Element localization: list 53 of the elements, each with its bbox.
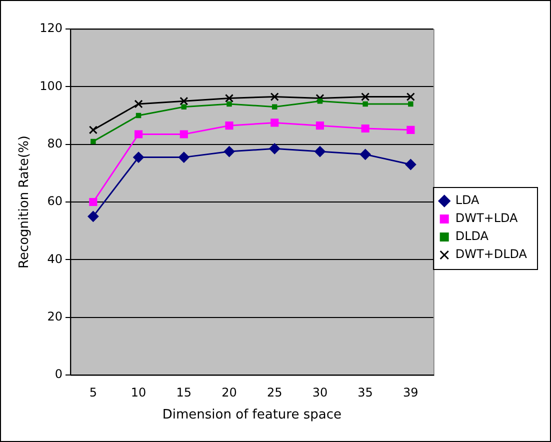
x-tick-label: 39	[403, 385, 418, 400]
point	[406, 126, 415, 134]
point	[360, 148, 371, 160]
y-tick-label: 120	[40, 21, 63, 36]
point	[224, 94, 234, 102]
legend-label: DLDA	[455, 229, 490, 244]
point	[405, 159, 416, 170]
y-tick-label: 100	[40, 78, 63, 93]
point	[361, 92, 370, 102]
point	[316, 94, 324, 102]
y-tick-label: 0	[54, 367, 63, 382]
point	[314, 146, 326, 158]
x-tick-label: 20	[222, 385, 237, 400]
y-tick-label: 60	[47, 194, 63, 208]
x-tick-label: 15	[176, 385, 192, 400]
point	[180, 96, 188, 106]
point	[134, 130, 143, 138]
point	[90, 138, 96, 144]
point	[224, 146, 235, 158]
point	[180, 130, 188, 138]
x-axis-title: Dimension of feature space	[162, 408, 342, 423]
x-tick-label: 10	[130, 385, 146, 400]
point	[181, 104, 187, 110]
point	[270, 92, 279, 102]
y-tick-label: 80	[47, 136, 63, 150]
y-tick-label: 20	[47, 309, 63, 324]
x-tick-label: 5	[89, 385, 97, 400]
point	[362, 101, 368, 107]
point	[225, 122, 234, 130]
point	[88, 126, 98, 134]
point	[408, 101, 414, 107]
x-tick-label: 25	[266, 385, 282, 400]
point	[136, 112, 142, 118]
point	[316, 122, 324, 130]
point	[134, 100, 143, 108]
point	[269, 143, 280, 154]
point	[133, 152, 144, 163]
point	[361, 124, 370, 133]
point	[226, 101, 232, 107]
point	[317, 98, 323, 104]
x-tick-label: 35	[358, 385, 373, 400]
point	[406, 92, 415, 102]
y-tick-label: 40	[47, 252, 63, 266]
point	[88, 210, 99, 222]
y-axis-title: Recognition Rate(%)	[17, 136, 32, 268]
legend-label: LDA	[455, 193, 480, 208]
point	[89, 198, 98, 206]
legend-label: DWT+DLDA	[455, 247, 528, 262]
point	[272, 104, 278, 110]
x-tick-label: 30	[312, 385, 328, 400]
point	[270, 118, 279, 127]
point	[178, 152, 190, 163]
legend-label: DWT+LDA	[455, 211, 519, 226]
